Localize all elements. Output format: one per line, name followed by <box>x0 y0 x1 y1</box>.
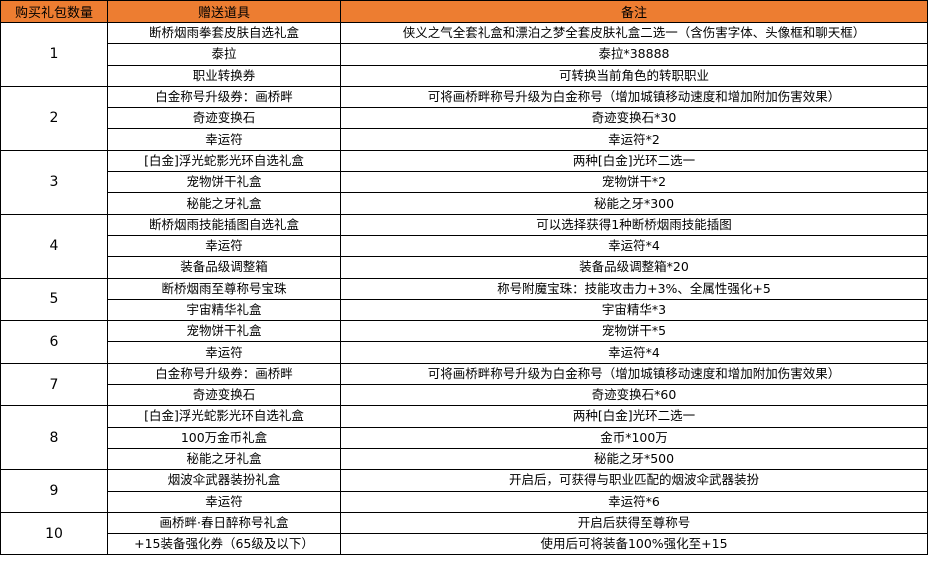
note-cell: 泰拉*38888 <box>340 43 928 66</box>
qty-cell: 8 <box>0 405 108 471</box>
item-cell: 幸运符 <box>107 234 341 258</box>
item-cell: 幸运符 <box>107 490 341 513</box>
table-row: 4 断桥烟雨技能插图自选礼盒 可以选择获得1种断桥烟雨技能插图 <box>0 213 928 279</box>
table-row: 秘能之牙礼盒 秘能之牙*500 <box>1 447 928 471</box>
item-cell: 幸运符 <box>107 128 341 151</box>
note-cell: 金币*100万 <box>340 426 928 449</box>
item-cell: 宠物饼干礼盒 <box>107 320 341 343</box>
table-row: 幸运符 幸运符*2 <box>1 128 928 151</box>
note-cell: 可将画桥畔称号升级为白金称号（增加城镇移动速度和增加附加伤害效果） <box>340 85 928 109</box>
note-cell: 使用后可将装备100%强化至+15 <box>340 533 928 556</box>
note-cell: 奇迹变换石*30 <box>340 107 928 130</box>
table-row: 泰拉 泰拉*38888 <box>1 43 928 66</box>
item-cell: 秘能之牙礼盒 <box>107 192 341 215</box>
table-row: 2 白金称号升级券：画桥畔 可将画桥畔称号升级为白金称号（增加城镇移动速度和增加附加… <box>0 85 928 151</box>
table-row: +15装备强化券（65级及以下） 使用后可将装备100%强化至+15 <box>1 533 928 556</box>
table-row: 装备品级调整箱 装备品级调整箱*20 <box>1 256 928 279</box>
item-cell: 宠物饼干礼盒 <box>107 171 341 194</box>
item-cell: 画桥畔·春日醉称号礼盒 <box>107 511 341 535</box>
table-row: 6 宠物饼干礼盒 宠物饼干*5 <box>0 320 928 364</box>
note-cell: 可转换当前角色的转职职业 <box>340 64 928 87</box>
gift-table: 购买礼包数量 赠送道具 备注 1 断桥烟雨拳套皮肤自选礼盒 侠义之气全套礼盒和漂泊之… <box>0 0 928 556</box>
table-row: 7 白金称号升级券：画桥畔 可将画桥畔称号升级为白金称号（增加城镇移动速度和增加附加… <box>0 362 928 407</box>
qty-cell: 3 <box>0 149 108 215</box>
note-cell: 秘能之牙*300 <box>340 192 928 215</box>
item-cell: +15装备强化券（65级及以下） <box>107 533 341 556</box>
qty-cell: 10 <box>0 511 108 556</box>
note-cell: 奇迹变换石*60 <box>340 384 928 407</box>
qty-cell: 1 <box>0 22 108 87</box>
note-cell: 装备品级调整箱*20 <box>340 256 928 279</box>
note-cell: 幸运符*2 <box>340 128 928 151</box>
note-cell: 秘能之牙*500 <box>340 447 928 471</box>
table-row: 100万金币礼盒 金币*100万 <box>1 426 928 449</box>
qty-cell: 9 <box>0 469 108 513</box>
table-row: 10 画桥畔·春日醉称号礼盒 开启后获得至尊称号 <box>0 511 928 556</box>
table-row: 5 断桥烟雨至尊称号宝珠 称号附魔宝珠：技能攻击力+3%、全属性强化+5 <box>0 277 928 322</box>
item-cell: 断桥烟雨拳套皮肤自选礼盒 <box>107 21 341 45</box>
qty-cell: 7 <box>0 362 108 407</box>
qty-cell: 5 <box>0 277 108 322</box>
header-qty: 购买礼包数量 <box>0 0 108 23</box>
note-cell: 开启后，可获得与职业匹配的烟波伞武器装扮 <box>340 469 928 492</box>
item-cell: 断桥烟雨技能插图自选礼盒 <box>107 213 341 236</box>
item-cell: 宇宙精华礼盒 <box>107 298 341 322</box>
note-cell: 幸运符*6 <box>340 490 928 513</box>
qty-cell: 4 <box>0 213 108 279</box>
item-cell: 白金称号升级券：画桥畔 <box>107 362 341 386</box>
note-cell: 幸运符*4 <box>340 341 928 364</box>
qty-cell: 6 <box>0 320 108 364</box>
note-cell: 幸运符*4 <box>340 234 928 258</box>
item-cell: 奇迹变换石 <box>107 107 341 130</box>
item-cell: 白金称号升级券：画桥畔 <box>107 85 341 109</box>
table-row: 幸运符 幸运符*4 <box>1 341 928 364</box>
item-cell: 装备品级调整箱 <box>107 256 341 279</box>
table-row: 幸运符 幸运符*6 <box>1 490 928 513</box>
item-cell: [白金]浮光蛇影光环自选礼盒 <box>107 405 341 428</box>
item-cell: 泰拉 <box>107 43 341 66</box>
item-cell: 幸运符 <box>107 341 341 364</box>
note-cell: 两种[白金]光环二选一 <box>340 149 928 173</box>
note-cell: 宠物饼干*2 <box>340 171 928 194</box>
note-cell: 可以选择获得1种断桥烟雨技能插图 <box>340 213 928 236</box>
table-row: 1 断桥烟雨拳套皮肤自选礼盒 侠义之气全套礼盒和漂泊之梦全套皮肤礼盒二选一（含伤害字… <box>0 21 928 87</box>
header-note: 备注 <box>340 0 928 23</box>
table-row: 9 烟波伞武器装扮礼盒 开启后，可获得与职业匹配的烟波伞武器装扮 <box>0 469 928 513</box>
table-row: 宇宙精华礼盒 宇宙精华*3 <box>1 298 928 322</box>
note-cell: 两种[白金]光环二选一 <box>340 405 928 428</box>
note-cell: 侠义之气全套礼盒和漂泊之梦全套皮肤礼盒二选一（含伤害字体、头像框和聊天框） <box>340 21 928 45</box>
item-cell: 奇迹变换石 <box>107 384 341 407</box>
note-cell: 宇宙精华*3 <box>340 298 928 322</box>
item-cell: 断桥烟雨至尊称号宝珠 <box>107 277 341 300</box>
item-cell: 100万金币礼盒 <box>107 426 341 449</box>
header-row: 购买礼包数量 赠送道具 备注 <box>0 0 928 23</box>
note-cell: 开启后获得至尊称号 <box>340 511 928 535</box>
note-cell: 称号附魔宝珠：技能攻击力+3%、全属性强化+5 <box>340 277 928 300</box>
item-cell: [白金]浮光蛇影光环自选礼盒 <box>107 149 341 173</box>
table-row: 奇迹变换石 奇迹变换石*60 <box>1 384 928 407</box>
item-cell: 职业转换券 <box>107 64 341 87</box>
qty-cell: 2 <box>0 85 108 151</box>
item-cell: 烟波伞武器装扮礼盒 <box>107 469 341 492</box>
table-row: 3 [白金]浮光蛇影光环自选礼盒 两种[白金]光环二选一 <box>0 149 928 215</box>
table-row: 秘能之牙礼盒 秘能之牙*300 <box>1 192 928 215</box>
table-row: 幸运符 幸运符*4 <box>1 234 928 258</box>
table-row: 职业转换券 可转换当前角色的转职职业 <box>1 64 928 87</box>
table-row: 8 [白金]浮光蛇影光环自选礼盒 两种[白金]光环二选一 <box>0 405 928 471</box>
table-row: 奇迹变换石 奇迹变换石*30 <box>1 107 928 130</box>
item-cell: 秘能之牙礼盒 <box>107 447 341 471</box>
note-cell: 宠物饼干*5 <box>340 320 928 343</box>
table-row: 宠物饼干礼盒 宠物饼干*2 <box>1 171 928 194</box>
header-item: 赠送道具 <box>107 0 341 23</box>
note-cell: 可将画桥畔称号升级为白金称号（增加城镇移动速度和增加附加伤害效果） <box>340 362 928 386</box>
